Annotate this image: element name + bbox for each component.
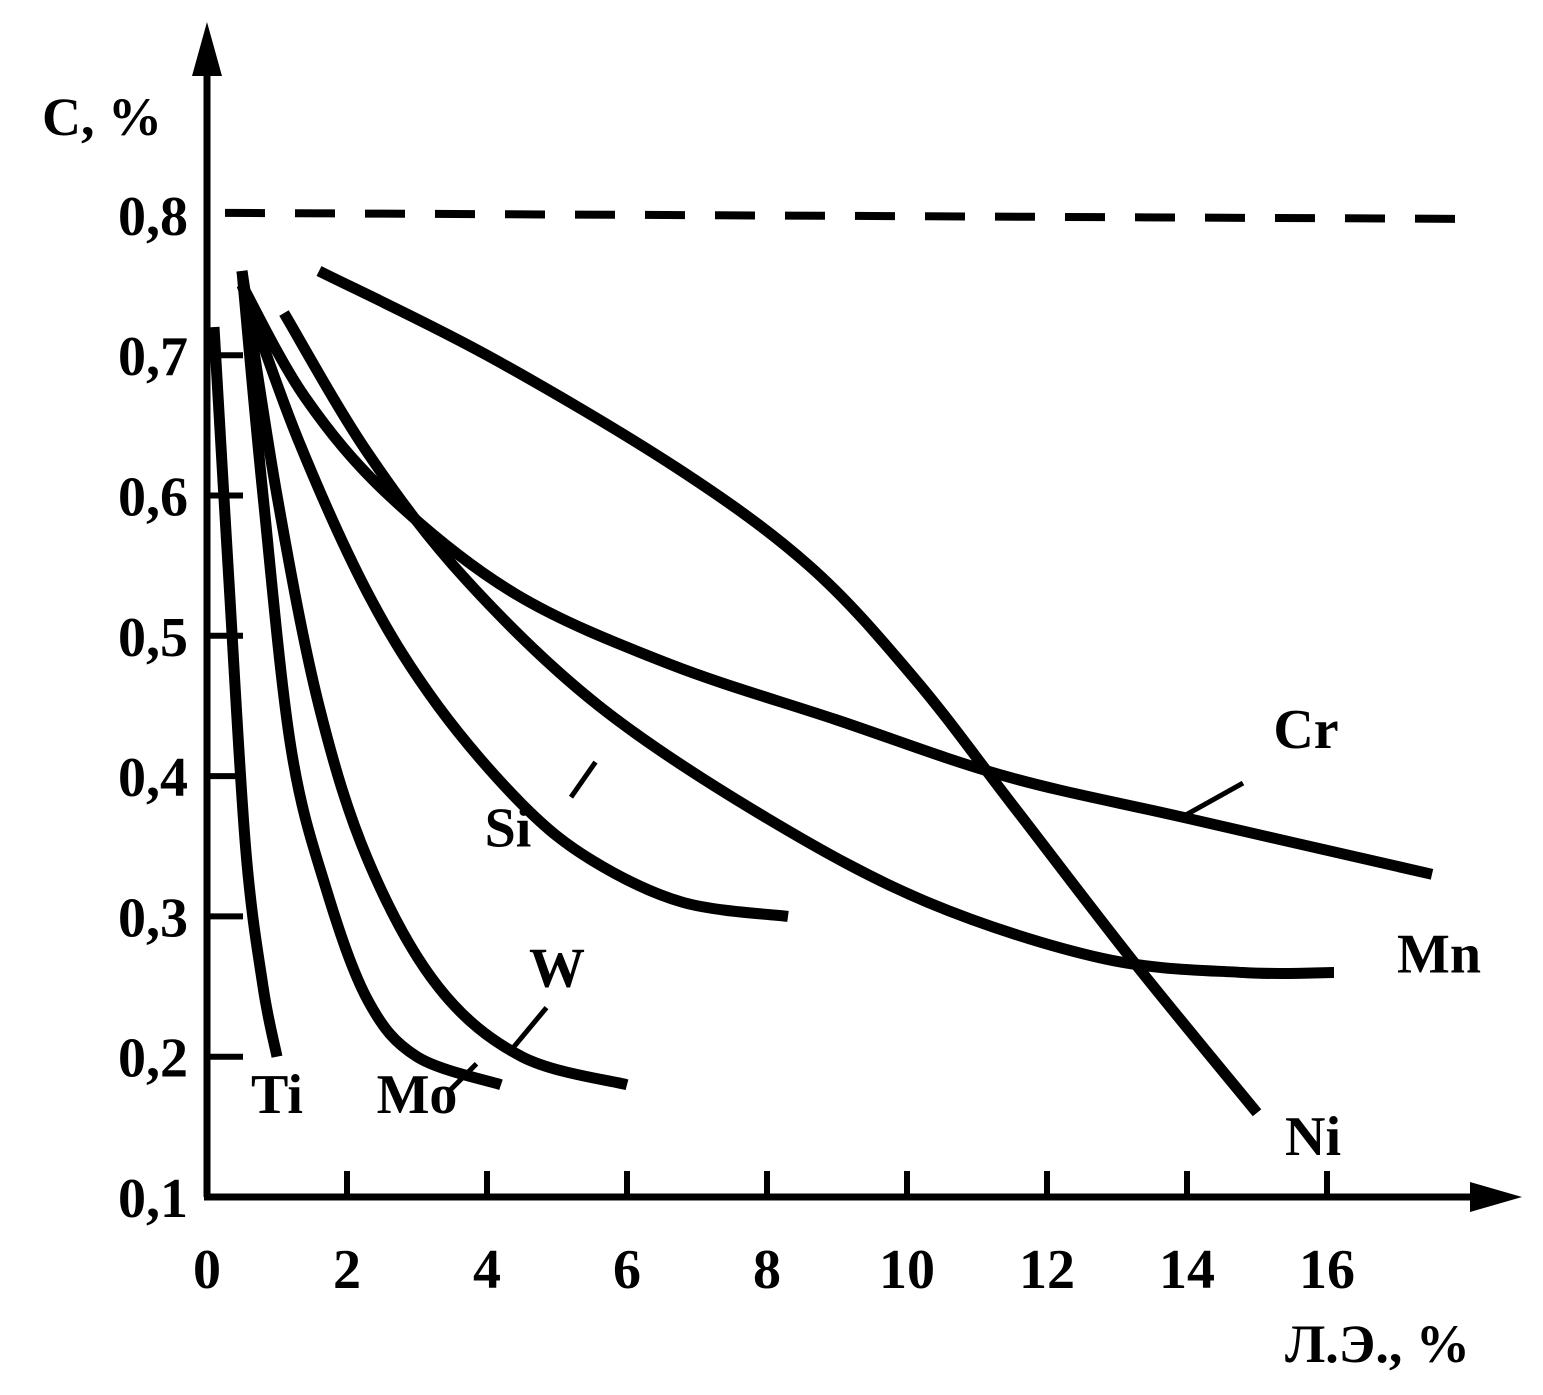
label-leader-mo: [446, 1061, 479, 1094]
x-tick-label: 14: [1159, 1239, 1215, 1301]
series-label-w: W: [529, 938, 585, 1000]
x-tick-label: 16: [1299, 1239, 1355, 1301]
y-tick-label: 0,8: [118, 186, 188, 248]
series-line-mn: [279, 310, 1335, 980]
x-tick-label: 6: [613, 1239, 641, 1301]
series-curves: [208, 266, 1434, 1117]
y-tick-label: 0,7: [118, 326, 188, 388]
series-label-mn: Mn: [1397, 924, 1481, 986]
y-tick-label: 0,5: [118, 607, 188, 669]
y-axis-title: С, %: [42, 87, 162, 147]
series-label-ti: Ti: [251, 1064, 303, 1126]
x-tick-label: 10: [879, 1239, 935, 1301]
series-label-mo: Mo: [377, 1064, 458, 1126]
series-line-ni: [316, 266, 1262, 1117]
y-tick-label: 0,2: [118, 1028, 188, 1090]
series-line-mo: [236, 270, 503, 1091]
axes: [192, 22, 1522, 1212]
x-ticks: 0 2 4 6 8 10 12 14 16: [193, 1171, 1355, 1301]
label-leaders: [446, 760, 1245, 1094]
reference-line-0-8: [224, 208, 1471, 223]
series-label-ni: Ni: [1285, 1106, 1341, 1168]
series-line-w: [236, 270, 629, 1091]
y-ticks: 0,1 0,2 0,3 0,4 0,5 0,6 0,7 0,8: [118, 186, 243, 1230]
series-line-ti: [208, 326, 283, 1058]
label-leader-w: [509, 1005, 549, 1052]
y-tick-label: 0,6: [118, 467, 188, 529]
series-label-cr: Cr: [1273, 699, 1338, 761]
x-tick-label: 4: [473, 1239, 501, 1301]
y-tick-label: 0,3: [118, 887, 188, 949]
x-tick-label: 0: [193, 1239, 221, 1301]
series-line-cr: [237, 282, 1434, 880]
y-tick-label: 0,1: [118, 1168, 188, 1230]
series-line-si: [236, 283, 789, 922]
y-tick-label: 0,4: [118, 747, 188, 809]
x-axis-title: Л.Э., %: [1285, 1314, 1470, 1374]
x-tick-label: 2: [333, 1239, 361, 1301]
series-label-si: Si: [485, 797, 532, 859]
label-leader-si: [568, 760, 598, 799]
label-leader-cr: [1178, 780, 1245, 821]
series-labels: Ti Mo W Si Cr Mn Ni: [251, 699, 1481, 1168]
x-tick-label: 12: [1019, 1239, 1075, 1301]
y-axis-arrow: [192, 22, 222, 76]
x-axis-arrow: [1470, 1182, 1522, 1212]
x-tick-label: 8: [753, 1239, 781, 1301]
